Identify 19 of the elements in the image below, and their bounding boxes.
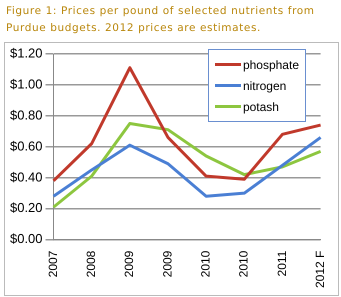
x-tick-label: 2012 F xyxy=(312,250,327,288)
legend-label: nitrogen xyxy=(242,78,286,92)
x-tick-label: 2008 xyxy=(84,250,98,278)
x-tick-label: 2007 xyxy=(46,250,60,278)
x-tick-label: 2011 xyxy=(274,250,289,276)
y-tick-label: $0.60 xyxy=(10,138,43,154)
y-tick-label: $0.80 xyxy=(10,107,43,122)
y-tick-label: $0.40 xyxy=(10,169,43,184)
y-tick-label: $1.00 xyxy=(10,76,43,92)
chart-title: Figure 1: Prices per pound of selected nutrients from Purdue budgets. 2012 prices are estimates. xyxy=(6,4,316,36)
x-tick-label: 2009 xyxy=(160,250,174,278)
legend-label: phosphate xyxy=(242,58,299,72)
x-tick-label: 2009 xyxy=(122,250,136,278)
y-tick-label: $1.20 xyxy=(10,45,43,60)
y-tick-label: $0.00 xyxy=(10,231,43,246)
legend-label: potash xyxy=(242,100,279,114)
x-tick-label: 2010 xyxy=(236,250,251,278)
x-tick-label: 2010 xyxy=(198,250,212,278)
y-tick-label: $0.20 xyxy=(10,200,43,216)
